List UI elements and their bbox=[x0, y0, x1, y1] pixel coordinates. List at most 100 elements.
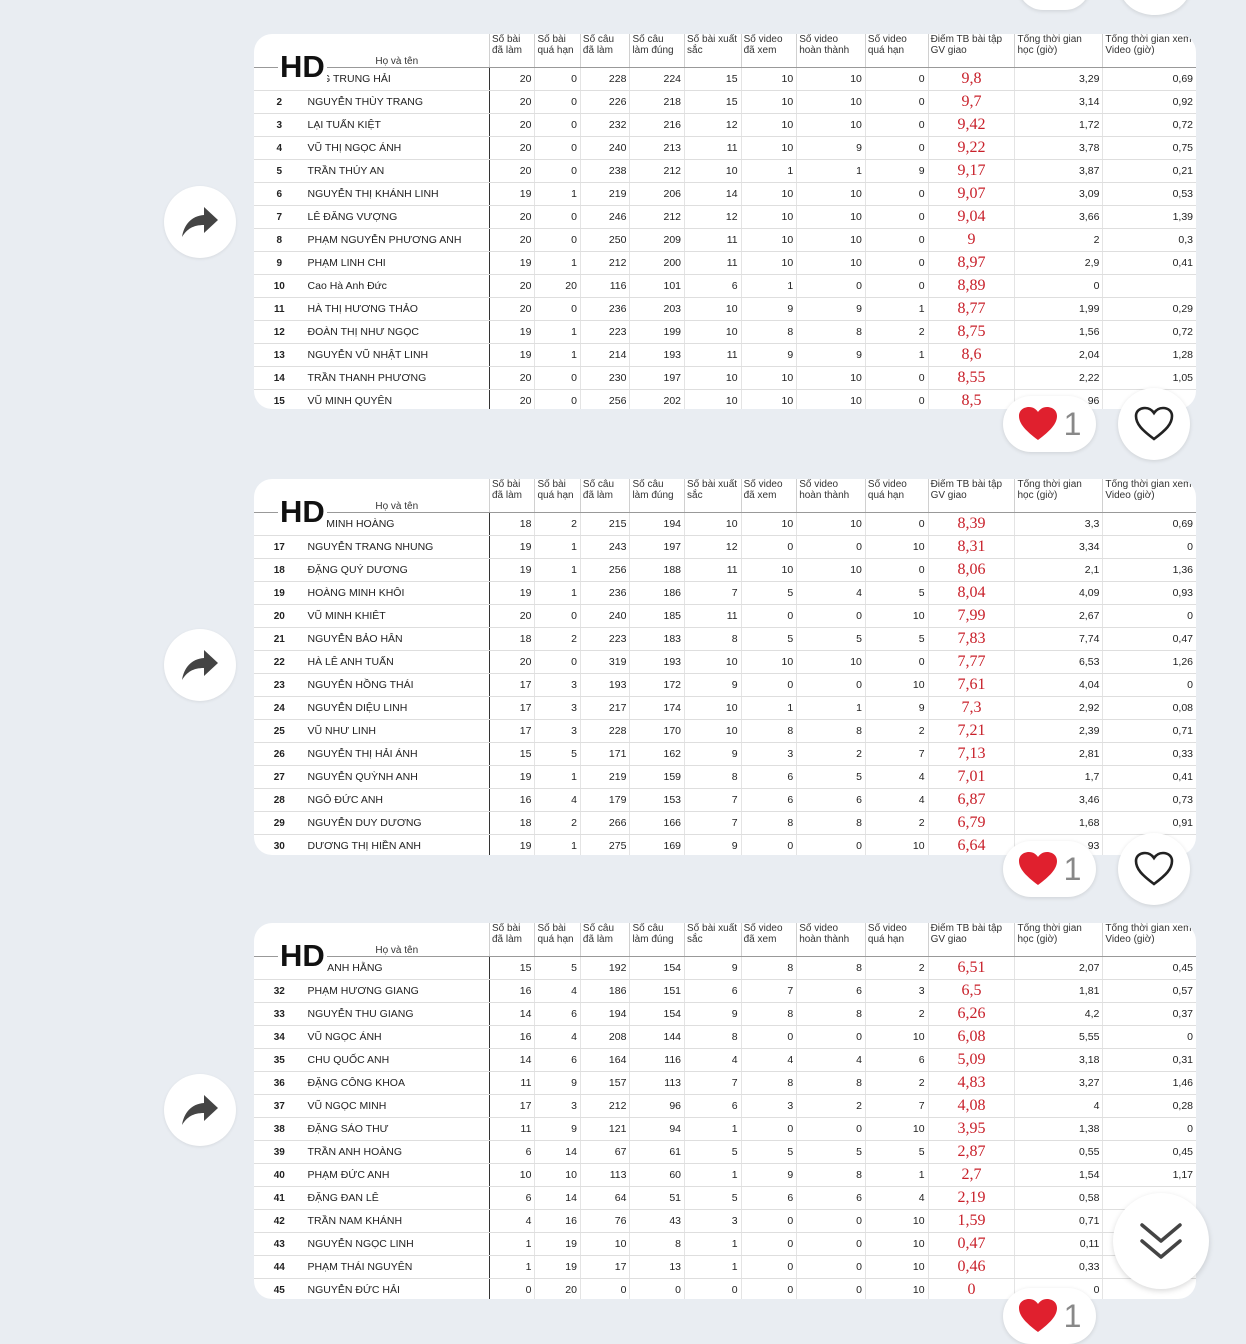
cell-value: 16 bbox=[488, 979, 535, 1003]
table-row: 35 CHU QUỐC ANH 14 6 164 116 4 4 4 6 5,09 3,18 0,31 bbox=[254, 1048, 1196, 1072]
share-button-1[interactable] bbox=[164, 186, 236, 258]
avg-score: 8,89 bbox=[927, 274, 1015, 298]
table-row: 12 ĐOÀN THỊ NHƯ NGỌC 19 1 223 199 10 8 8 2 8,75 1,5… bbox=[254, 320, 1196, 344]
avg-score: 7,21 bbox=[927, 719, 1015, 743]
cell-value: 0 bbox=[534, 228, 581, 252]
cell-value: 223 bbox=[579, 320, 630, 344]
cell-value: 0 bbox=[864, 113, 929, 137]
cell-value: 4 bbox=[796, 581, 866, 605]
student-name: NGUYỄN THÙY TRANG bbox=[304, 90, 490, 114]
cell-value: 3 bbox=[740, 1094, 797, 1118]
student-name: VŨ THỊ NGỌC ÁNH bbox=[304, 136, 490, 160]
cell-value: 170 bbox=[629, 719, 685, 743]
student-name: NGUYỄN THỊ HẢI ÁNH bbox=[304, 742, 490, 766]
cell-value: 8 bbox=[796, 956, 866, 980]
reaction-pill-2[interactable]: 1 bbox=[1003, 841, 1096, 897]
cell-value: 5 bbox=[534, 742, 581, 766]
table-row: 41 ĐẶNG ĐAN LÊ 6 14 64 51 5 6 6 4 2,19 0,58 bbox=[254, 1186, 1196, 1210]
cell-value: 1 bbox=[684, 1232, 742, 1256]
cell-value: 2,04 bbox=[1014, 343, 1103, 367]
share-arrow-icon bbox=[182, 207, 218, 237]
avg-score: 6,5 bbox=[927, 979, 1015, 1003]
reaction-pill-1[interactable]: 1 bbox=[1003, 396, 1096, 452]
cell-value: 0 bbox=[796, 1117, 866, 1141]
cell-value: 20 bbox=[488, 113, 535, 137]
row-number: 14 bbox=[254, 366, 305, 390]
cell-value: 2,67 bbox=[1014, 604, 1103, 628]
cell-value: 17 bbox=[488, 673, 535, 697]
cell-value: 3,46 bbox=[1014, 788, 1103, 812]
scroll-to-bottom-button[interactable] bbox=[1113, 1193, 1209, 1289]
cell-value: 2 bbox=[796, 1094, 866, 1118]
cell-value: 7 bbox=[684, 581, 742, 605]
share-button-2[interactable] bbox=[164, 629, 236, 701]
cell-value: 0,37 bbox=[1102, 1002, 1196, 1026]
heart-outline-icon bbox=[1134, 406, 1174, 441]
cell-value: 0,33 bbox=[1102, 742, 1196, 766]
cell-value: 193 bbox=[629, 343, 685, 367]
cell-value: 0 bbox=[534, 389, 581, 409]
cell-value: 0 bbox=[740, 604, 797, 628]
cell-value: 0 bbox=[864, 366, 929, 390]
cell-value: 1 bbox=[684, 1255, 742, 1279]
image-message-1[interactable]: Họ và tên Số bài đã làm Số bài quá hạn Số c… bbox=[254, 34, 1196, 409]
cell-value: 236 bbox=[579, 297, 630, 321]
image-message-3[interactable]: Họ và tên Số bài đã làm Số bài quá hạn Số c… bbox=[254, 923, 1196, 1299]
column-header-c7: Số video hoàn thành bbox=[796, 479, 866, 513]
column-header-c5: Số bài xuất sắc bbox=[684, 923, 742, 957]
cell-value: 0 bbox=[796, 1278, 866, 1299]
cell-value: 0 bbox=[534, 90, 581, 114]
cell-value: 5 bbox=[534, 956, 581, 980]
image-message-2[interactable]: Họ và tên Số bài đã làm Số bài quá hạn Số c… bbox=[254, 479, 1196, 855]
reaction-pill-3[interactable]: 1 bbox=[1003, 1288, 1096, 1344]
table-row: 43 NGUYỄN NGỌC LINH 1 19 10 8 1 0 0 10 0,47 0,11 bbox=[254, 1232, 1196, 1256]
cell-value: 0,57 bbox=[1102, 979, 1196, 1003]
cell-value: 10 bbox=[740, 67, 797, 91]
table-row: 24 NGUYỄN DIỆU LINH 17 3 217 174 10 1 1 9 7,3 2,92 0… bbox=[254, 696, 1196, 720]
hd-logo-text: HD bbox=[278, 938, 327, 973]
prev-reaction-pill[interactable] bbox=[1018, 0, 1090, 10]
cell-value: 0,93 bbox=[1102, 581, 1196, 605]
cell-value: 0,92 bbox=[1102, 90, 1196, 114]
cell-value: 0 bbox=[864, 389, 929, 409]
cell-value: 0 bbox=[740, 1278, 797, 1299]
cell-value: 10 bbox=[864, 1278, 929, 1299]
like-button-1[interactable] bbox=[1118, 388, 1190, 460]
column-header-c3: Số câu đã làm bbox=[579, 479, 630, 513]
like-button-2[interactable] bbox=[1118, 833, 1190, 905]
cell-value: 19 bbox=[488, 320, 535, 344]
student-name: DƯƠNG THỊ HIỀN ANH bbox=[304, 834, 490, 855]
prev-heart-button[interactable] bbox=[1120, 0, 1190, 15]
cell-value: 9 bbox=[534, 1071, 581, 1095]
cell-value: 20 bbox=[488, 274, 535, 298]
cell-value: 246 bbox=[579, 205, 630, 229]
avg-score: 7,01 bbox=[927, 765, 1015, 789]
cell-value: 0,71 bbox=[1102, 719, 1196, 743]
cell-value: 8 bbox=[740, 811, 797, 835]
cell-value: 14 bbox=[534, 1186, 581, 1210]
cell-value: 3,78 bbox=[1014, 136, 1103, 160]
share-button-3[interactable] bbox=[164, 1074, 236, 1146]
cell-value: 188 bbox=[629, 558, 685, 582]
avg-score: 2,87 bbox=[927, 1140, 1015, 1164]
cell-value: 186 bbox=[629, 581, 685, 605]
table-row: I THANH HẰNG 15 5 192 154 9 8 8 2 6,51 2,07 0,45 bbox=[254, 956, 1196, 980]
table-row: 17 NGUYỄN TRANG NHUNG 19 1 243 197 12 0 0 10 8,31 3… bbox=[254, 535, 1196, 559]
cell-value: 3,66 bbox=[1014, 205, 1103, 229]
red-heart-icon bbox=[1018, 852, 1057, 885]
cell-value: 0 bbox=[534, 136, 581, 160]
cell-value: 8 bbox=[740, 956, 797, 980]
cell-value: 228 bbox=[579, 719, 630, 743]
cell-value: 157 bbox=[579, 1071, 630, 1095]
cell-value: 116 bbox=[579, 274, 630, 298]
cell-value: 9 bbox=[796, 136, 866, 160]
column-header-c6: Số video đã xem bbox=[740, 923, 797, 957]
cell-value: 0 bbox=[864, 274, 929, 298]
cell-value: 0 bbox=[864, 650, 929, 674]
cell-value: 11 bbox=[684, 604, 742, 628]
cell-value: 3 bbox=[534, 719, 581, 743]
cell-value: 0 bbox=[864, 205, 929, 229]
cell-value: 0 bbox=[534, 604, 581, 628]
cell-value: 10 bbox=[740, 182, 797, 206]
student-name: NGÔ ĐỨC ANH bbox=[304, 788, 490, 812]
